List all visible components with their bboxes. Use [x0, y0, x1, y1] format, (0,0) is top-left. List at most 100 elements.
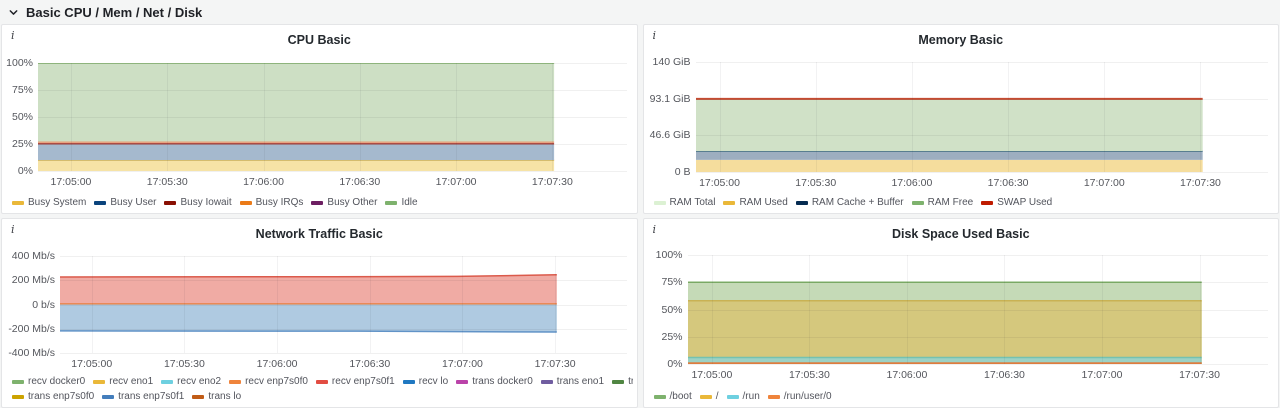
- legend-item[interactable]: RAM Used: [723, 197, 788, 209]
- legend-item[interactable]: recv docker0: [12, 376, 85, 388]
- gridline-horizontal: [60, 353, 627, 354]
- legend-swatch-icon: [795, 201, 808, 205]
- legend-label: recv docker0: [28, 376, 86, 387]
- legend-item[interactable]: recv enp7s0f1: [315, 376, 395, 388]
- panel-title[interactable]: CPU Basic: [287, 33, 351, 47]
- legend: RAM Total RAM Used RAM Cache + Buffer RAM F…: [653, 197, 1275, 209]
- legend-label: trans enp7s0f0: [28, 391, 95, 402]
- legend-label: trans eno1: [556, 376, 605, 387]
- plot-area[interactable]: [687, 255, 1268, 365]
- legend-label: /run: [742, 391, 760, 402]
- legend-label: recv enp7s0f0: [245, 376, 308, 387]
- x-tick-label: 17:06:30: [987, 177, 1029, 189]
- y-tick-label: -200 Mb/s: [8, 322, 55, 335]
- plot-area[interactable]: [60, 256, 627, 354]
- legend-item[interactable]: Busy User: [94, 197, 156, 209]
- legend-item[interactable]: recv enp7s0f0: [229, 376, 308, 388]
- legend-swatch-icon: [699, 395, 712, 399]
- legend-swatch-icon: [12, 201, 24, 205]
- legend-item[interactable]: Busy Iowait: [164, 197, 232, 209]
- x-tick-label: 17:06:30: [349, 358, 391, 370]
- legend: recv docker0 recv eno1 recv eno2 recv enp7s…: [12, 376, 633, 403]
- legend-item[interactable]: trans eno2: [612, 376, 633, 388]
- legend-item[interactable]: /boot: [653, 391, 692, 403]
- legend-item[interactable]: Busy Other: [311, 197, 377, 209]
- legend-swatch-icon: [94, 201, 107, 205]
- legend-swatch-icon: [239, 201, 252, 205]
- legend-item[interactable]: RAM Cache + Buffer: [795, 197, 904, 209]
- legend-item[interactable]: Busy System: [12, 197, 86, 209]
- legend-swatch-icon: [456, 380, 469, 384]
- legend-row: recv docker0 recv eno1 recv eno2 recv enp7s…: [12, 376, 633, 388]
- legend-swatch-icon: [161, 380, 174, 384]
- x-tick-label: 17:07:30: [534, 358, 576, 370]
- y-tick-label: 75%: [11, 83, 33, 96]
- x-tick-label: 17:07:30: [1179, 369, 1220, 381]
- info-icon[interactable]: i: [11, 223, 15, 236]
- panel-title[interactable]: Memory Basic: [918, 33, 1004, 47]
- legend-label: RAM Used: [739, 197, 788, 208]
- legend-label: Idle: [401, 197, 418, 208]
- legend-row: Busy System Busy User Busy Iowait Busy IRQs…: [12, 197, 633, 209]
- legend-item[interactable]: recv lo: [402, 376, 448, 388]
- legend-swatch-icon: [726, 395, 739, 399]
- legend-swatch-icon: [229, 380, 242, 384]
- legend-row: /boot / /run/run/user/0: [653, 391, 1275, 403]
- legend-item[interactable]: /run/user/0: [767, 391, 832, 403]
- x-tick-label: 17:05:00: [50, 176, 92, 188]
- panel-cpu-basic: i CPU Basic 100% 75% 50% 25% 0% 17:05:00 17:0…: [1, 24, 638, 214]
- row-header-basic[interactable]: Basic CPU / Mem / Net / Disk: [0, 0, 1280, 24]
- x-axis: 17:05:00 17:05:30 17:06:00 17:06:30 17:07:00…: [688, 367, 1269, 381]
- gridline-horizontal: [695, 172, 1268, 173]
- y-tick-label: -400 Mb/s: [8, 346, 55, 359]
- panel-title[interactable]: Disk Space Used Basic: [891, 227, 1030, 241]
- legend-label: trans eno2: [628, 376, 632, 387]
- legend: /boot / /run/run/user/0: [653, 391, 1275, 403]
- legend-item[interactable]: /run: [726, 391, 760, 403]
- chevron-down-icon: [9, 9, 18, 15]
- legend-swatch-icon: [653, 201, 666, 205]
- y-tick-label: 25%: [661, 330, 683, 343]
- legend-swatch-icon: [767, 395, 780, 399]
- legend: Busy System Busy User Busy Iowait Busy IRQs…: [12, 197, 633, 209]
- y-tick-label: 0 b/s: [32, 298, 55, 311]
- legend-item[interactable]: trans eno1: [540, 376, 605, 388]
- legend-item[interactable]: trans enp7s0f1: [102, 391, 184, 403]
- legend-item[interactable]: recv eno2: [161, 376, 221, 388]
- legend-item[interactable]: recv eno1: [93, 376, 153, 388]
- x-tick-label: 17:06:00: [886, 369, 928, 381]
- y-tick-label: 0%: [667, 357, 683, 370]
- legend-label: Busy Iowait: [180, 197, 232, 208]
- info-icon[interactable]: i: [652, 223, 657, 236]
- x-tick-label: 17:07:30: [531, 176, 573, 188]
- x-tick-label: 17:05:30: [788, 369, 830, 381]
- legend-item[interactable]: trans docker0: [456, 376, 533, 388]
- legend-label: Busy System: [28, 197, 87, 208]
- legend-item[interactable]: RAM Free: [911, 197, 973, 209]
- legend-item[interactable]: RAM Total: [653, 197, 715, 209]
- legend-row: RAM Total RAM Used RAM Cache + Buffer RAM F…: [653, 197, 1275, 209]
- y-tick-label: 200 Mb/s: [11, 274, 55, 286]
- x-axis: 17:05:00 17:05:30 17:06:00 17:06:30 17:07:00…: [38, 174, 627, 188]
- legend-item[interactable]: trans lo: [192, 391, 241, 403]
- legend-label: trans enp7s0f1: [118, 391, 185, 402]
- row-title: Basic CPU / Mem / Net / Disk: [26, 4, 203, 20]
- legend-item[interactable]: trans enp7s0f0: [12, 391, 94, 403]
- gridline-horizontal: [687, 364, 1268, 365]
- legend-swatch-icon: [385, 201, 398, 205]
- legend-item[interactable]: Busy IRQs: [239, 197, 304, 209]
- legend-item[interactable]: SWAP Used: [981, 197, 1052, 209]
- legend-swatch-icon: [315, 380, 328, 384]
- legend-item[interactable]: Idle: [385, 197, 418, 209]
- y-tick-label: 46.6 GiB: [649, 129, 691, 142]
- plot-area[interactable]: [38, 63, 627, 172]
- legend-label: trans lo: [208, 391, 242, 402]
- info-icon[interactable]: i: [652, 29, 657, 42]
- legend-label: /run/user/0: [783, 391, 832, 402]
- plot-area[interactable]: [695, 62, 1268, 173]
- legend-label: trans docker0: [472, 376, 533, 387]
- legend-label: Busy IRQs: [255, 197, 304, 208]
- legend-item[interactable]: /: [699, 391, 719, 403]
- panel-title[interactable]: Network Traffic Basic: [255, 227, 383, 241]
- info-icon[interactable]: i: [11, 29, 15, 42]
